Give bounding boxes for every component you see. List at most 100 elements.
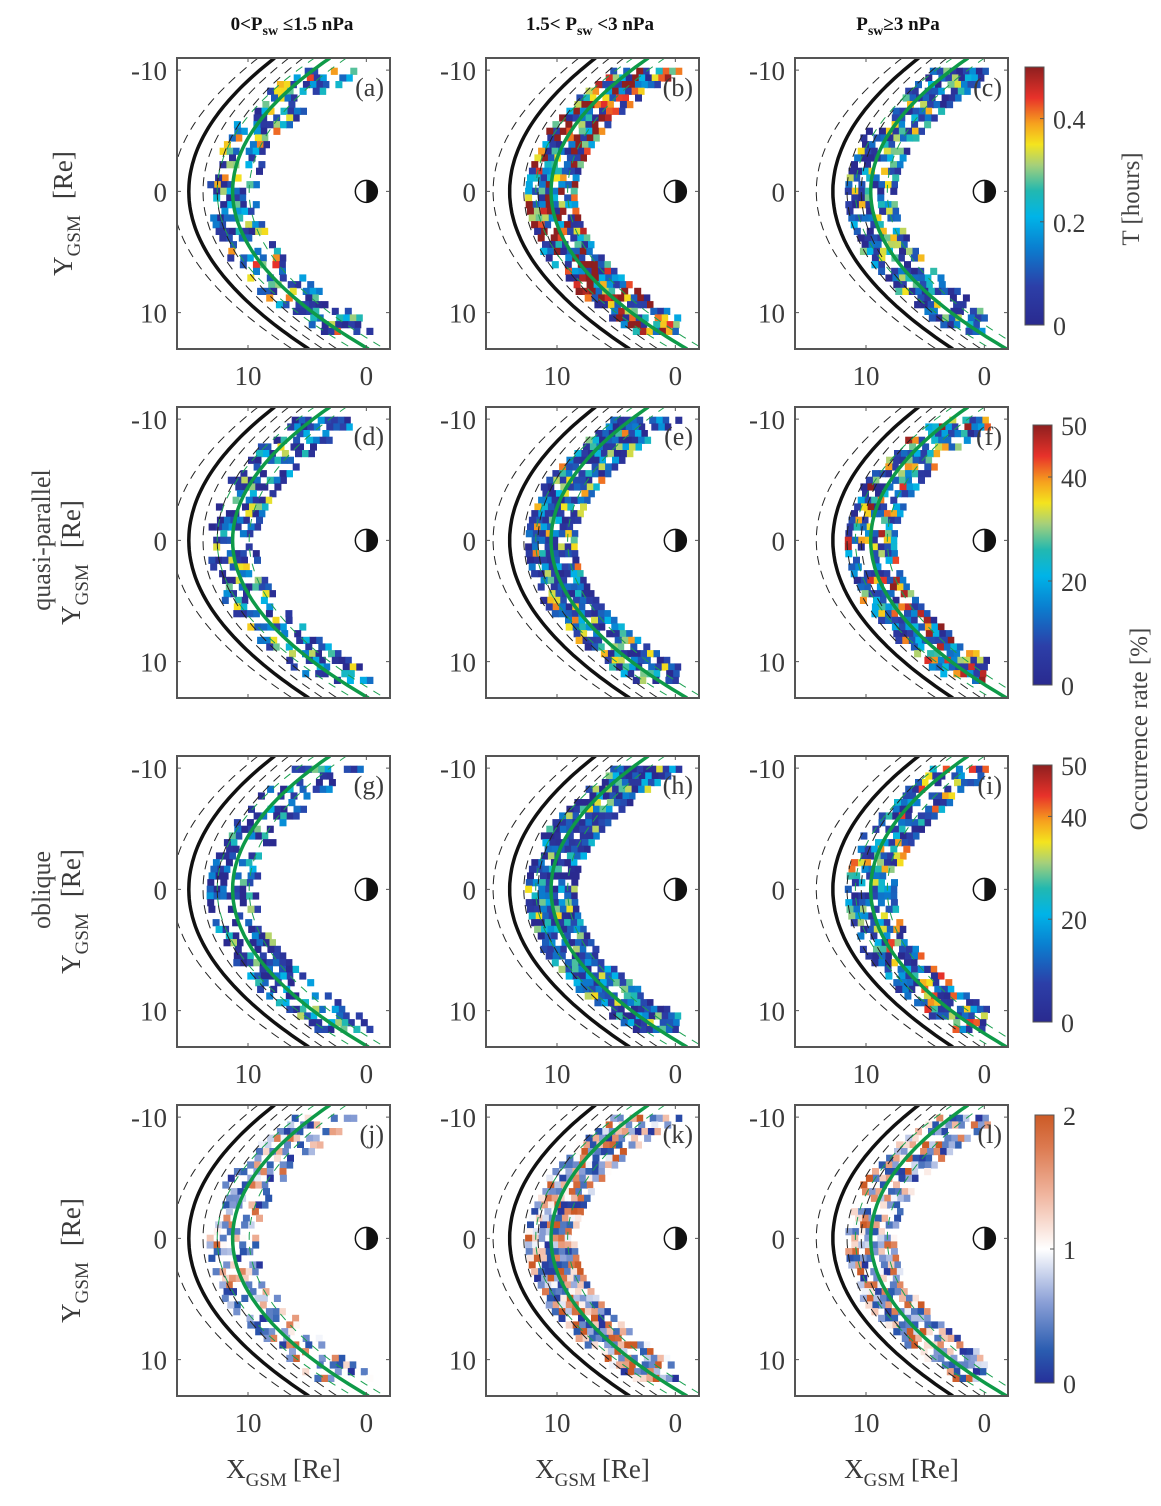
heat-cell [249,490,257,498]
heat-cell [590,1308,598,1316]
heat-cell [570,496,578,504]
heat-cell [622,1012,630,1020]
heat-cell [559,905,567,913]
heat-cell [559,1294,567,1302]
heat-cell [879,134,887,142]
heat-cell [622,314,630,322]
heat-cell [664,423,672,431]
heat-cell [877,899,885,907]
heat-cell [223,1214,231,1222]
heat-cell [563,570,571,578]
heat-cell [235,134,243,142]
heat-cell [302,1334,310,1342]
heat-cell [296,430,304,438]
heat-cell [909,1141,917,1149]
heat-cell [845,1228,853,1236]
heat-cell [941,314,949,322]
heat-cell [299,274,307,282]
heat-cell [592,134,600,142]
heat-cell [654,663,662,671]
heat-cell [954,443,962,451]
heat-cell [577,496,585,504]
heat-cell [948,94,956,102]
heat-cell [640,999,647,1007]
y-tick-label: 10 [449,997,476,1027]
heat-cell [305,1341,313,1349]
heat-cell [602,94,610,102]
heat-cell [642,1114,650,1122]
heat-cell [260,596,268,604]
heat-cell [617,294,625,302]
heat-cell [889,583,897,591]
dashed-green-curve [248,58,386,349]
heat-cell [208,523,216,531]
heat-cell [258,221,266,229]
x-axis-label: XGSM [Re] [226,1454,341,1491]
heat-cell [919,1328,927,1336]
heat-cell [262,1148,270,1156]
heat-cell [580,852,587,860]
heat-cell [954,1141,962,1149]
heat-cell [242,503,249,511]
heat-cell [911,623,919,631]
heat-cell [846,174,854,182]
heat-cell [572,812,580,820]
heat-cell [898,127,906,135]
heat-cell [534,1274,542,1282]
heat-cell [582,985,590,993]
heat-cell [554,865,562,873]
heat-cell [890,536,898,544]
heat-cell [646,999,654,1007]
heat-cell [891,610,898,618]
heat-cell [939,101,947,109]
heat-cell [547,852,555,860]
heat-cell [603,1308,611,1316]
heat-cell [560,576,568,584]
heat-cell [566,872,574,880]
heat-cell [923,294,931,302]
heat-cell [633,301,641,309]
heat-cell [262,450,270,458]
heat-cell [896,1208,904,1216]
heat-cell [668,1114,676,1122]
heat-cell [591,1174,599,1182]
heat-cell [213,187,221,195]
heat-cell [585,274,593,282]
heat-cell [657,74,665,82]
heat-cell [940,985,948,993]
heat-cell [651,423,659,431]
heat-cell [872,1168,879,1176]
heat-cell [912,247,919,255]
heat-cell [598,274,606,282]
heat-cell [981,1114,989,1122]
heat-cell [597,267,605,275]
heat-cell [540,832,548,840]
heat-cell [878,1314,886,1322]
heat-cell [537,932,545,940]
heat-cell [304,1114,312,1122]
heat-cell [215,523,223,531]
heat-cell [899,1294,906,1302]
heat-cell [559,1161,567,1169]
heat-cell [285,965,293,973]
heat-cell [232,147,240,155]
heat-cell [544,885,552,893]
heat-cell [983,423,991,431]
heat-cell [611,623,619,631]
heat-cell [236,490,244,498]
heat-cell [338,1354,346,1362]
heat-cell [963,87,971,95]
heat-cell [568,939,575,947]
heat-cell [591,616,598,624]
heat-cell [286,1321,294,1329]
heat-cell [241,1294,249,1302]
dashed-green-curve [535,58,672,349]
heat-cell [924,87,932,95]
heat-cell [938,1154,946,1162]
heat-cell [878,610,885,618]
heat-cell [346,676,354,684]
heat-cell [531,187,539,195]
heat-cell [611,785,619,793]
model-curves [492,756,699,1047]
heat-cell [899,456,907,464]
